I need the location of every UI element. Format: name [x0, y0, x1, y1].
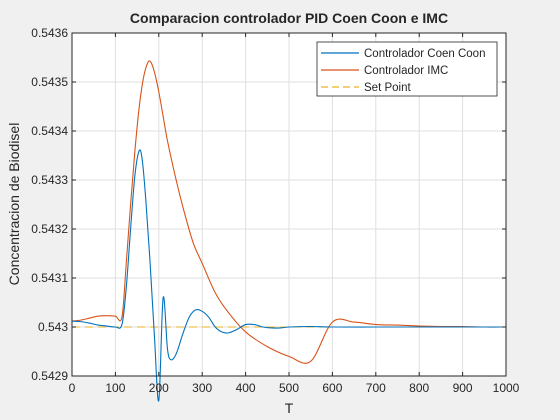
- x-tick-label: 0: [69, 381, 76, 395]
- legend: Controlador Coen Coon Controlador IMC Set …: [316, 41, 498, 97]
- y-tick-label: 0.5435: [31, 75, 68, 89]
- legend-entry-1: Controlador IMC: [364, 65, 448, 77]
- series-line-1: [71, 60, 507, 364]
- y-tick-label: 0.543: [38, 320, 68, 334]
- y-axis-label: Concentracion de Biodisel: [6, 123, 22, 286]
- y-tick-label: 0.5433: [31, 173, 68, 187]
- y-tick-label: 0.5432: [31, 222, 68, 236]
- series-lines: [71, 60, 507, 402]
- x-tick-label: 300: [192, 381, 212, 395]
- series-line-0: [71, 149, 506, 402]
- x-tick-label: 100: [105, 381, 125, 395]
- x-tick-label: 1000: [493, 381, 520, 395]
- x-tick-label: 800: [409, 381, 429, 395]
- x-tick-label: 600: [322, 381, 342, 395]
- y-tick-label: 0.5436: [31, 26, 68, 40]
- y-tick-label: 0.5429: [31, 369, 68, 383]
- x-tick-label: 500: [279, 381, 299, 395]
- y-tick-label: 0.5434: [31, 124, 68, 138]
- x-tick-label: 400: [236, 381, 256, 395]
- legend-entry-2: Set Point: [364, 82, 411, 94]
- y-tick-label: 0.5431: [31, 271, 68, 285]
- chart-title: Comparacion controlador PID Coen Coon e …: [130, 10, 448, 26]
- x-tick-label: 200: [149, 381, 169, 395]
- x-tick-label: 900: [453, 381, 473, 395]
- legend-entry-0: Controlador Coen Coon: [364, 48, 485, 60]
- x-axis-label: T: [285, 400, 294, 416]
- x-tick-label: 700: [366, 381, 386, 395]
- axis-ticks: 0 100 200 300 400 500 600 700 800 900 1000 0.5429 0.…: [31, 26, 519, 395]
